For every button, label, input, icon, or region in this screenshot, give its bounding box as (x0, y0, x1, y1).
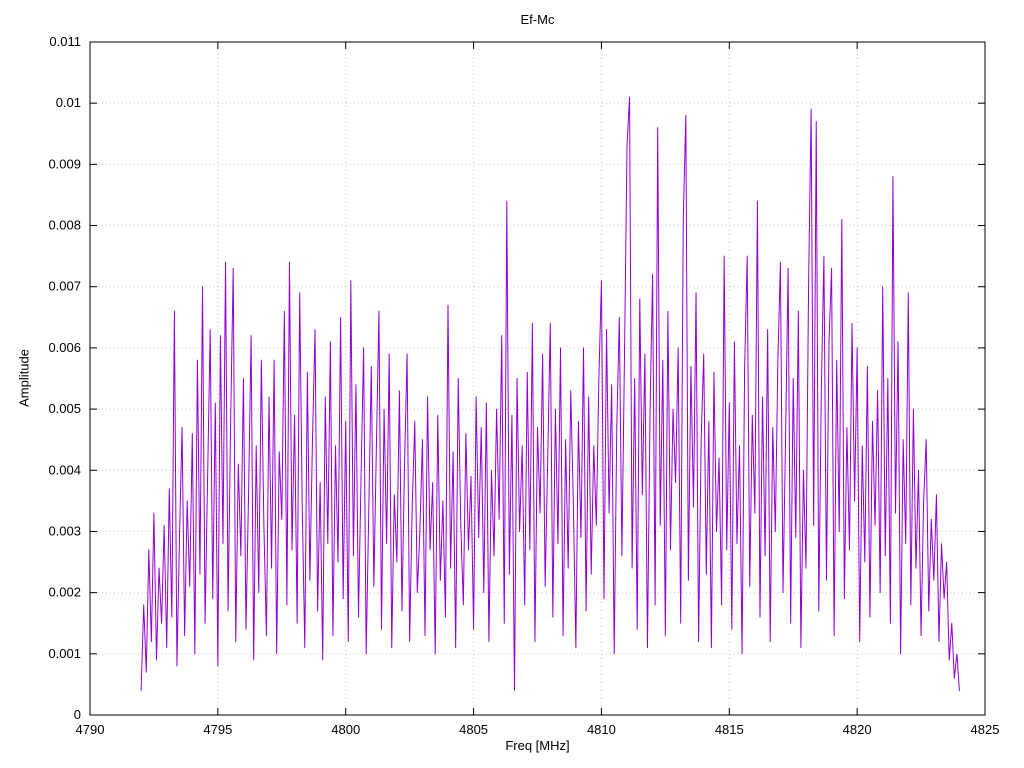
y-tick-label: 0.011 (49, 34, 81, 49)
x-tick-label: 4820 (843, 722, 872, 737)
y-tick-label: 0.002 (48, 585, 81, 600)
y-tick-label: 0.006 (48, 340, 81, 355)
plot-border (89, 41, 986, 716)
y-tick-label: 0.001 (48, 646, 81, 661)
y-tick-label: 0.004 (48, 462, 81, 477)
x-tick-label: 4810 (587, 722, 616, 737)
y-tick-label: 0.01 (56, 95, 81, 110)
chart-title: Ef-Mc (520, 12, 555, 27)
y-tick-label: 0.007 (48, 279, 81, 294)
x-tick-label: 4790 (76, 722, 105, 737)
x-tick-label: 4805 (459, 722, 488, 737)
y-tick-label: 0 (74, 707, 81, 722)
y-tick-label: 0.009 (48, 156, 81, 171)
x-tick-label: 4800 (331, 722, 360, 737)
spectrum-line (140, 96, 960, 692)
y-tick-label: 0.003 (48, 523, 81, 538)
x-tick-label: 4825 (971, 722, 1000, 737)
x-axis-label: Freq [MHz] (505, 738, 570, 753)
x-tick-label: 4815 (715, 722, 744, 737)
y-tick-label: 0.008 (48, 218, 81, 233)
x-tick-label: 4795 (203, 722, 232, 737)
y-tick-label: 0.005 (48, 401, 81, 416)
